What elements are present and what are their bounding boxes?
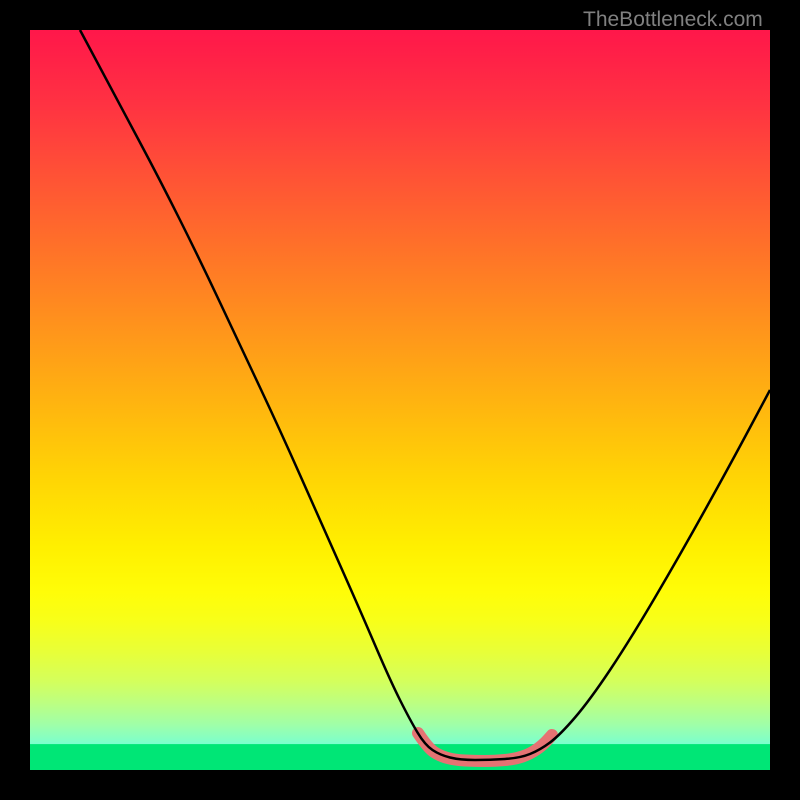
gradient-plot-area [30, 30, 770, 770]
chart-svg [0, 0, 800, 800]
green-band [30, 744, 770, 770]
watermark-text: TheBottleneck.com [583, 8, 763, 32]
chart-container: TheBottleneck.com [0, 0, 800, 800]
